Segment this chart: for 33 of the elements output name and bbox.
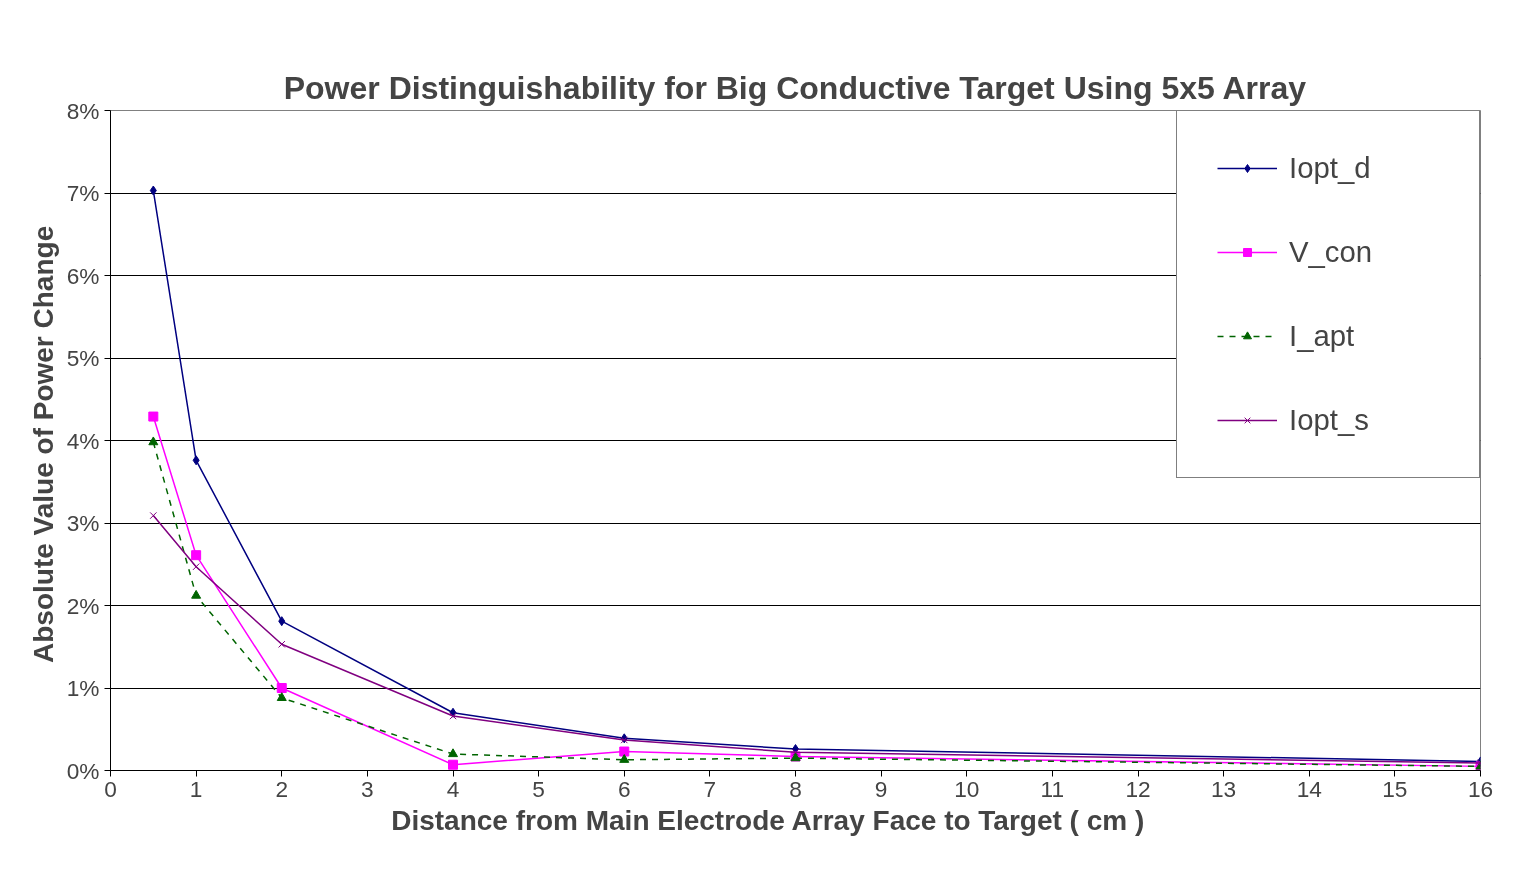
- x-tick-label: 13: [1211, 775, 1237, 802]
- chart-title: Power Distinguishability for Big Conductive Target Using 5x5 Array: [283, 69, 1307, 106]
- x-tick-label: 8: [789, 775, 802, 802]
- x-tick-label: 5: [532, 775, 545, 802]
- x-tick-label: 9: [874, 775, 888, 802]
- y-tick-label: 3%: [66, 510, 100, 536]
- x-tick-label: 1: [189, 775, 203, 802]
- legend-label: V_con: [1289, 235, 1374, 269]
- x-tick-label: 2: [275, 775, 289, 802]
- x-axis-title: Distance from Main Electrode Array Face to Target ( cm ): [391, 804, 1145, 836]
- y-tick-label: 5%: [66, 345, 100, 371]
- x-tick-label: 16: [1467, 775, 1494, 802]
- legend-label: Iopt_d: [1289, 151, 1372, 185]
- x-tick-label: 3: [361, 775, 374, 802]
- y-axis-title: Absolute Value of Power Change: [27, 225, 59, 663]
- y-tick-label: 6%: [66, 262, 100, 289]
- y-tick-label: 0%: [66, 757, 100, 784]
- x-tick-label: 4: [446, 775, 460, 802]
- x-tick-label: 10: [954, 775, 980, 802]
- x-tick-label: 11: [1040, 775, 1065, 802]
- x-tick-label: 6: [617, 775, 631, 802]
- legend-label: Iopt_s: [1289, 403, 1370, 437]
- y-tick-label: 8%: [66, 97, 100, 124]
- x-tick-label: 7: [703, 775, 717, 802]
- x-tick-label: 12: [1125, 775, 1151, 802]
- y-tick-label: 4%: [66, 427, 100, 454]
- x-tick-label: 14: [1296, 775, 1322, 802]
- y-tick-label: 2%: [66, 592, 100, 619]
- y-tick-label: 1%: [66, 675, 100, 701]
- x-tick-label: 0: [104, 775, 117, 802]
- x-tick-label: 15: [1382, 775, 1408, 802]
- legend-label: I_apt: [1289, 319, 1356, 353]
- y-tick-label: 7%: [66, 180, 100, 206]
